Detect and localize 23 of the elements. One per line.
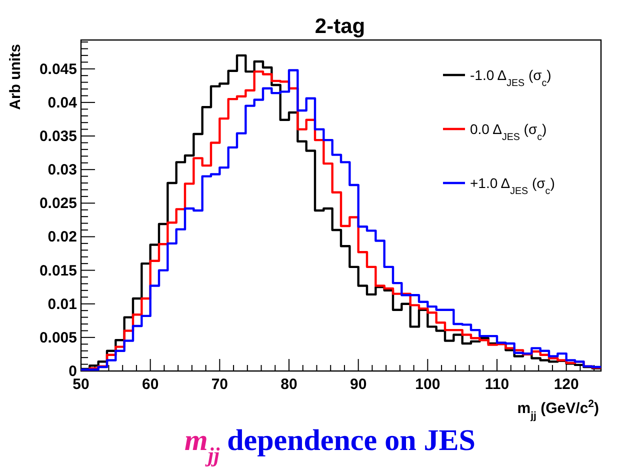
x-tick-label: 110 (484, 376, 510, 393)
legend-label: 0.0 Δ$_{JES}$ (σ$_{c}$) (470, 121, 547, 142)
legend-label: -1.0 Δ$_{JES}$ (σ$_{c}$) (470, 67, 552, 88)
chart-title: 2-tag (314, 15, 366, 38)
y-tick-label: 0.035 (39, 128, 77, 146)
y-tick-label: 0.01 (48, 296, 77, 313)
x-tick-label: 60 (142, 376, 159, 393)
y-axis-title: Arb units (7, 44, 24, 110)
x-tick-label: 70 (211, 376, 228, 393)
x-tick-label: 80 (280, 376, 298, 393)
legend-label: +1.0 Δ$_{JES}$ (σ$_{c}$) (470, 175, 555, 196)
y-tick-label: 0.025 (39, 195, 77, 212)
y-tick-label: 0.005 (39, 329, 77, 346)
x-tick-label: 100 (415, 376, 440, 393)
y-tick-label: 0.03 (48, 162, 77, 179)
y-tick-label: 0.015 (39, 262, 77, 280)
y-tick-label: 0.045 (39, 60, 77, 78)
text: m$_{jj}$ dependence on JES (184, 424, 476, 467)
x-tick-label: 120 (554, 376, 579, 393)
x-tick-label: 90 (350, 376, 367, 393)
x-axis-title: m$_{jj}$ (GeV/c$^{2}$) (517, 398, 599, 422)
y-tick-label: 0.04 (48, 94, 78, 112)
y-tick-label: 0.02 (48, 228, 77, 246)
